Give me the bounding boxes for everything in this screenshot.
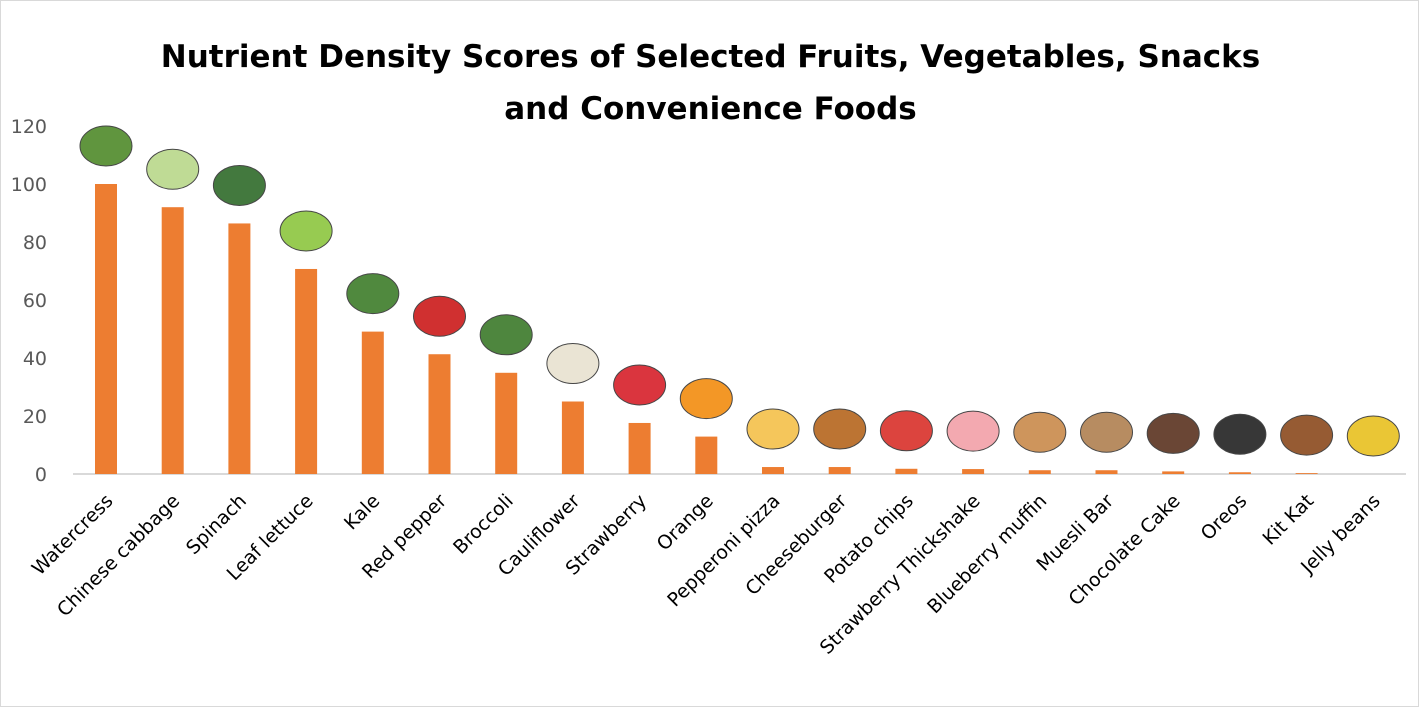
- bar: [428, 354, 451, 474]
- y-tick-label: 0: [35, 464, 47, 486]
- spinach-icon: [212, 164, 266, 206]
- x-tick-label: Blueberry muffin: [923, 490, 1051, 618]
- x-tick-label: Broccoli: [449, 490, 518, 559]
- y-tick-label: 120: [11, 116, 47, 138]
- bar: [962, 469, 985, 474]
- x-tick-label: Pepperoni pizza: [663, 490, 784, 611]
- bar: [628, 422, 651, 474]
- bar: [895, 468, 918, 474]
- oreo-icon: [1213, 413, 1267, 455]
- bar: [1162, 471, 1185, 474]
- y-tick-label: 20: [23, 406, 47, 428]
- potato-chips-icon: [879, 410, 933, 452]
- bar: [762, 467, 784, 474]
- x-tick-label: Kale: [340, 490, 384, 534]
- bar: [1228, 472, 1251, 474]
- pizza-icon: [746, 408, 800, 450]
- title-line-1: Nutrient Density Scores of Selected Frui…: [160, 39, 1261, 75]
- chocolate-cake-icon: [1146, 412, 1200, 454]
- jelly-beans-icon: [1346, 415, 1400, 457]
- x-tick-label: Kit Kat: [1258, 490, 1318, 550]
- y-tick-label: 40: [23, 348, 47, 370]
- chinese-cabbage-icon: [146, 148, 200, 190]
- title-line-2: and Convenience Foods: [504, 91, 917, 127]
- lettuce-icon: [279, 210, 333, 252]
- muffin-icon: [1013, 411, 1067, 453]
- cauliflower-icon: [546, 343, 600, 384]
- cheeseburger-icon: [813, 408, 867, 450]
- bar: [561, 401, 584, 474]
- muesli-bar-icon: [1080, 411, 1133, 453]
- strawberry-icon: [613, 364, 667, 406]
- kit-kat-icon: [1280, 414, 1334, 456]
- thickshake-icon: [946, 410, 1000, 452]
- red-pepper-icon: [413, 295, 466, 337]
- watercress-icon: [79, 125, 133, 167]
- bar: [1295, 473, 1318, 474]
- bar: [495, 372, 518, 474]
- x-tick-label: Oreos: [1197, 490, 1252, 545]
- bar: [1095, 470, 1118, 474]
- kale-icon: [346, 273, 400, 315]
- x-tick-label: Spinach: [182, 490, 251, 559]
- y-tick-label: 60: [23, 290, 47, 312]
- bar: [95, 184, 117, 474]
- bar: [228, 223, 251, 474]
- bar: [1028, 470, 1051, 474]
- orange-icon: [679, 378, 733, 420]
- bar: [161, 207, 184, 474]
- bar: [828, 467, 851, 474]
- y-tick-label: 100: [11, 174, 47, 196]
- x-tick-label: Chocolate Cake: [1065, 490, 1185, 610]
- broccoli-icon: [479, 314, 533, 356]
- bar: [361, 331, 384, 474]
- x-tick-label: Chinese cabbage: [53, 490, 184, 621]
- chart-title: Nutrient Density Scores of Selected Frui…: [1, 31, 1419, 135]
- y-tick-label: 80: [23, 232, 47, 254]
- bar: [295, 268, 318, 474]
- x-tick-label: Orange: [653, 490, 718, 555]
- bar: [695, 436, 718, 474]
